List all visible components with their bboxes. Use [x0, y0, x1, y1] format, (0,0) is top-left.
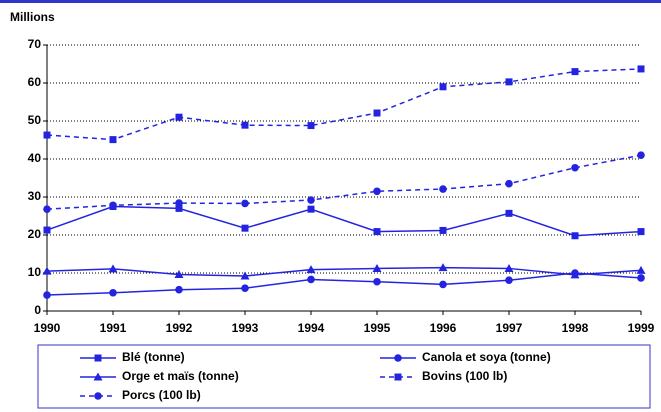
series-line [46, 68, 642, 141]
data-point [42, 266, 52, 275]
data-point [439, 83, 447, 91]
data-point [241, 121, 249, 129]
legend-marker [94, 354, 102, 362]
data-point [109, 288, 117, 297]
data-point [43, 205, 51, 213]
y-tick-label: 30 [28, 189, 42, 203]
y-tick-label: 10 [28, 265, 42, 279]
data-point [504, 263, 514, 272]
legend-marker [394, 354, 402, 362]
data-point [43, 131, 51, 139]
series-line [46, 205, 642, 237]
x-tick-label: 1991 [100, 321, 127, 335]
data-point [373, 228, 381, 236]
data-point [43, 226, 51, 234]
data-point [307, 205, 315, 213]
top-border [0, 0, 661, 3]
x-tick-label: 1994 [298, 321, 325, 335]
y-tick-label: 60 [28, 75, 42, 89]
data-point [241, 224, 249, 232]
legend-marker [394, 373, 402, 381]
x-tick-label: 1996 [430, 321, 457, 335]
x-tick-label: 1998 [562, 321, 589, 335]
legend-marker [94, 392, 102, 400]
y-tick-label: 70 [28, 37, 42, 51]
data-point [505, 179, 513, 188]
y-tick-label: 20 [28, 227, 42, 241]
data-point [43, 291, 51, 299]
data-point [439, 185, 447, 193]
data-point [637, 228, 645, 236]
y-tick-label: 50 [28, 113, 42, 127]
data-point [373, 277, 381, 286]
x-tick-label: 1992 [166, 321, 193, 335]
data-point [109, 136, 117, 144]
data-point [373, 109, 381, 117]
data-point [174, 270, 184, 279]
y-axis-label: Millions [10, 10, 55, 24]
y-tick-label: 0 [34, 303, 41, 317]
legend-label: Blé (tonne) [122, 350, 185, 364]
data-point [505, 78, 513, 86]
series-line [46, 272, 642, 296]
series-line [46, 154, 642, 210]
data-point [439, 226, 447, 234]
data-point [307, 122, 315, 130]
data-point [571, 163, 579, 172]
data-point [175, 204, 183, 212]
data-point [570, 270, 580, 279]
data-point [240, 271, 250, 280]
data-point [438, 263, 448, 272]
legend-label: Porcs (100 lb) [122, 388, 201, 402]
data-point [637, 274, 645, 282]
x-tick-label: 1999 [628, 321, 655, 335]
legend-label: Canola et soya (tonne) [422, 350, 551, 364]
x-tick-label: 1997 [496, 321, 523, 335]
data-point [636, 265, 646, 274]
data-point [372, 263, 382, 272]
legend-box [37, 344, 651, 409]
data-point [108, 264, 118, 273]
data-point [571, 232, 579, 240]
data-point [637, 65, 645, 73]
series-line [46, 266, 642, 277]
data-point [109, 201, 117, 210]
x-tick-label: 1990 [34, 321, 61, 335]
data-point [439, 280, 447, 289]
data-point [373, 187, 381, 196]
data-point [175, 199, 183, 207]
y-tick-label: 40 [28, 151, 42, 165]
data-point [175, 113, 183, 121]
data-point [307, 275, 315, 284]
data-point [241, 284, 249, 293]
data-point [307, 196, 315, 204]
data-point [637, 151, 645, 159]
data-point [505, 276, 513, 285]
data-point [505, 209, 513, 217]
legend-label: Bovins (100 lb) [422, 369, 507, 383]
data-point [175, 285, 183, 294]
data-point [306, 265, 316, 274]
legend-label: Orge et maïs (tonne) [122, 369, 239, 383]
data-point [571, 68, 579, 76]
x-tick-label: 1993 [232, 321, 259, 335]
legend-marker [93, 372, 103, 381]
x-tick-label: 1995 [364, 321, 391, 335]
data-point [241, 199, 249, 208]
